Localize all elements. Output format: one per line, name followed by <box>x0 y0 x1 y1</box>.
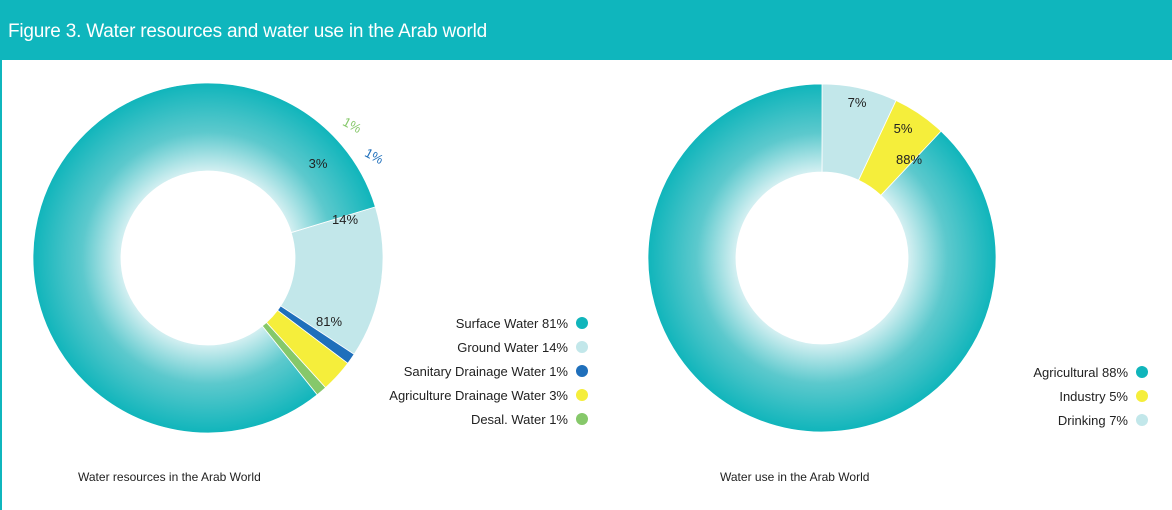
use-donut-chart: 88% 5% 7% <box>648 84 996 432</box>
legend-item-agriculture-drainage: Agriculture Drainage Water 3% <box>389 383 588 407</box>
slice-label-industry-5: 5% <box>894 121 913 136</box>
legend-item-agricultural: Agricultural 88% <box>1033 360 1148 384</box>
legend-swatch <box>576 341 588 353</box>
legend-swatch <box>1136 366 1148 378</box>
slice-label-agricultural-88: 88% <box>896 152 922 167</box>
legend-item-industry: Industry 5% <box>1033 384 1148 408</box>
slice-label-sanitary-drainage-water-1: 1% <box>362 145 386 167</box>
legend-label: Agriculture Drainage Water 3% <box>389 388 568 403</box>
legend-item-ground-water: Ground Water 14% <box>389 335 588 359</box>
slice-label-ground-water-14: 14% <box>332 212 358 227</box>
legend-label: Ground Water 14% <box>457 340 568 355</box>
resources-legend: Surface Water 81% Ground Water 14% Sanit… <box>389 311 588 431</box>
legend-swatch <box>576 413 588 425</box>
use-caption: Water use in the Arab World <box>720 470 869 484</box>
legend-item-surface-water: Surface Water 81% <box>389 311 588 335</box>
slice-label-surface-water-81: 81% <box>316 314 342 329</box>
legend-swatch <box>576 365 588 377</box>
legend-label: Industry 5% <box>1059 389 1128 404</box>
slice-label-desal-water-1: 1% <box>340 114 364 136</box>
slice-label-agriculture-drainage-water-3: 3% <box>309 156 328 171</box>
donut-hole <box>736 172 908 344</box>
use-legend: Agricultural 88% Industry 5% Drinking 7% <box>1033 360 1148 432</box>
legend-label: Agricultural 88% <box>1033 365 1128 380</box>
legend-item-desal-water: Desal. Water 1% <box>389 407 588 431</box>
legend-swatch <box>1136 390 1148 402</box>
legend-swatch <box>576 389 588 401</box>
legend-label: Desal. Water 1% <box>471 412 568 427</box>
legend-item-sanitary-drainage: Sanitary Drainage Water 1% <box>389 359 588 383</box>
resources-donut-chart: 81% 14% 1% 3% 1% <box>33 83 386 433</box>
legend-label: Sanitary Drainage Water 1% <box>404 364 568 379</box>
legend-swatch <box>1136 414 1148 426</box>
legend-item-drinking: Drinking 7% <box>1033 408 1148 432</box>
legend-swatch <box>576 317 588 329</box>
legend-label: Drinking 7% <box>1058 413 1128 428</box>
legend-label: Surface Water 81% <box>456 316 568 331</box>
resources-caption: Water resources in the Arab World <box>78 470 261 484</box>
donut-hole <box>121 171 295 345</box>
slice-label-drinking-7: 7% <box>848 95 867 110</box>
